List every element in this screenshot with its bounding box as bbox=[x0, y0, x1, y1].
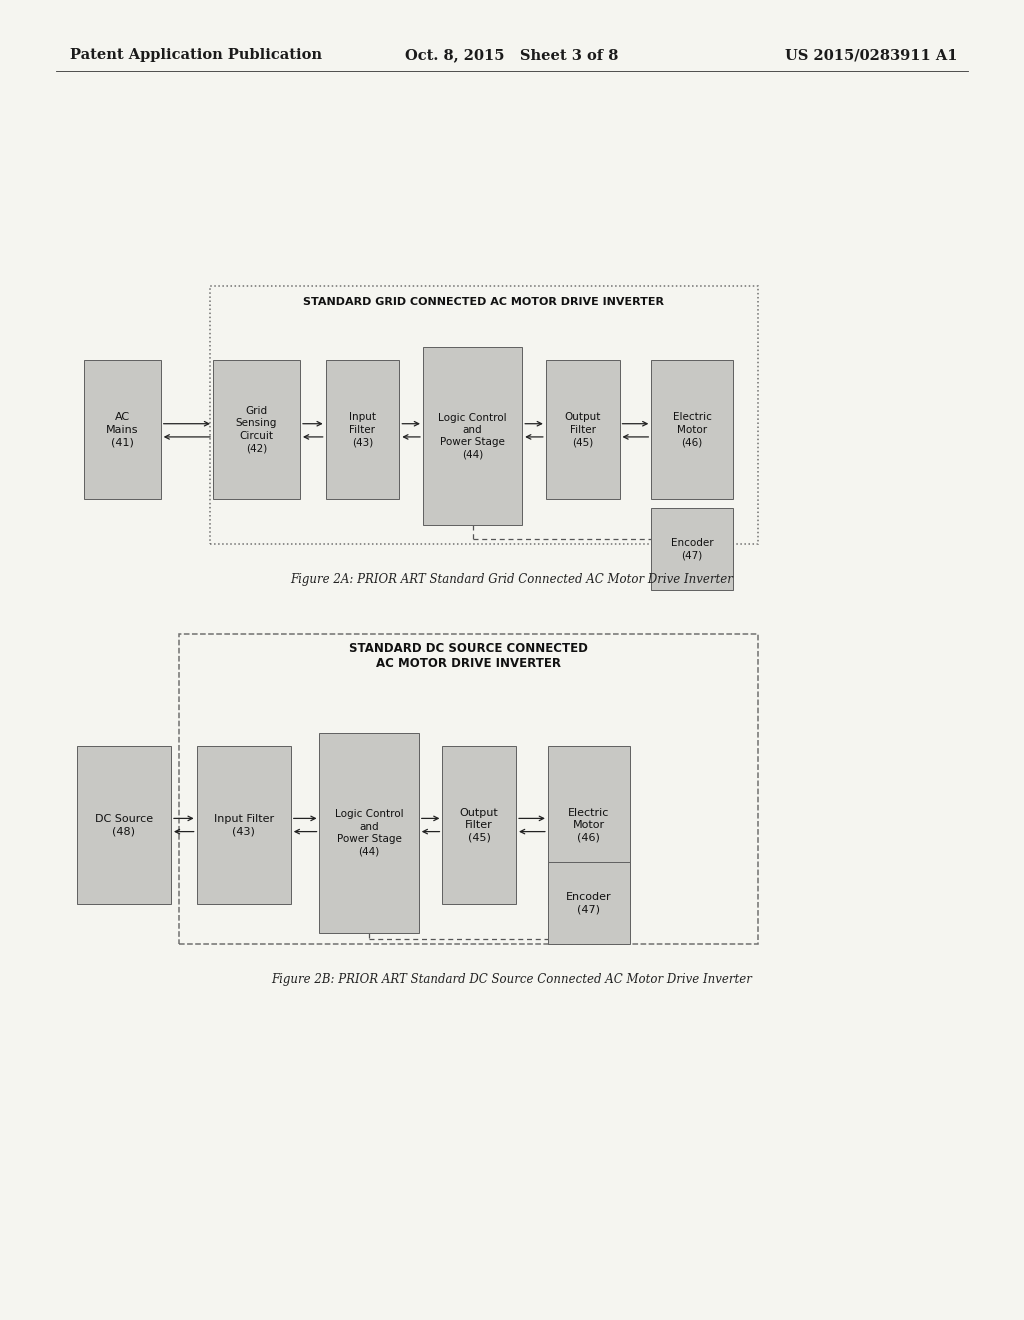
Bar bbox=[548, 862, 630, 944]
Bar bbox=[423, 347, 522, 525]
Bar bbox=[179, 634, 758, 944]
Text: Encoder
(47): Encoder (47) bbox=[671, 539, 714, 560]
Bar bbox=[213, 360, 300, 499]
Bar bbox=[651, 508, 733, 590]
Text: Patent Application Publication: Patent Application Publication bbox=[70, 49, 322, 62]
Bar bbox=[77, 746, 171, 904]
Bar bbox=[548, 746, 630, 904]
Bar bbox=[548, 862, 630, 944]
Text: US 2015/0283911 A1: US 2015/0283911 A1 bbox=[785, 49, 957, 62]
Bar bbox=[651, 508, 733, 590]
Text: DC Source
(48): DC Source (48) bbox=[95, 814, 153, 836]
Bar bbox=[84, 360, 161, 499]
Bar bbox=[326, 360, 399, 499]
Text: Logic Control
and
Power Stage
(44): Logic Control and Power Stage (44) bbox=[438, 413, 507, 459]
Bar bbox=[210, 286, 758, 544]
Bar bbox=[319, 733, 419, 933]
Bar bbox=[197, 746, 291, 904]
Text: Output
Filter
(45): Output Filter (45) bbox=[460, 808, 499, 842]
Text: Input Filter
(43): Input Filter (43) bbox=[214, 814, 273, 836]
Bar bbox=[213, 360, 300, 499]
Text: STANDARD DC SOURCE CONNECTED
AC MOTOR DRIVE INVERTER: STANDARD DC SOURCE CONNECTED AC MOTOR DR… bbox=[349, 642, 588, 669]
Bar bbox=[423, 347, 522, 525]
Bar bbox=[77, 746, 171, 904]
Text: Output
Filter
(45): Output Filter (45) bbox=[564, 412, 601, 447]
Text: Logic Control
and
Power Stage
(44): Logic Control and Power Stage (44) bbox=[335, 809, 403, 857]
Text: Grid
Sensing
Circuit
(42): Grid Sensing Circuit (42) bbox=[236, 407, 278, 453]
Text: AC
Mains
(41): AC Mains (41) bbox=[106, 412, 138, 447]
Text: Encoder
(47): Encoder (47) bbox=[566, 892, 611, 913]
Bar bbox=[442, 746, 516, 904]
Bar bbox=[546, 360, 620, 499]
Text: Figure 2B: PRIOR ART Standard DC Source Connected AC Motor Drive Inverter: Figure 2B: PRIOR ART Standard DC Source … bbox=[271, 973, 753, 986]
Text: Figure 2A: PRIOR ART Standard Grid Connected AC Motor Drive Inverter: Figure 2A: PRIOR ART Standard Grid Conne… bbox=[291, 573, 733, 586]
Text: Oct. 8, 2015   Sheet 3 of 8: Oct. 8, 2015 Sheet 3 of 8 bbox=[406, 49, 618, 62]
Bar bbox=[326, 360, 399, 499]
Bar bbox=[197, 746, 291, 904]
Bar bbox=[84, 360, 161, 499]
Text: Electric
Motor
(46): Electric Motor (46) bbox=[673, 412, 712, 447]
Text: Input
Filter
(43): Input Filter (43) bbox=[349, 412, 376, 447]
Text: Electric
Motor
(46): Electric Motor (46) bbox=[568, 808, 609, 842]
Bar bbox=[651, 360, 733, 499]
Bar bbox=[319, 733, 419, 933]
Bar bbox=[546, 360, 620, 499]
Bar bbox=[442, 746, 516, 904]
Bar bbox=[548, 746, 630, 904]
Text: STANDARD GRID CONNECTED AC MOTOR DRIVE INVERTER: STANDARD GRID CONNECTED AC MOTOR DRIVE I… bbox=[303, 297, 665, 308]
Bar bbox=[651, 360, 733, 499]
